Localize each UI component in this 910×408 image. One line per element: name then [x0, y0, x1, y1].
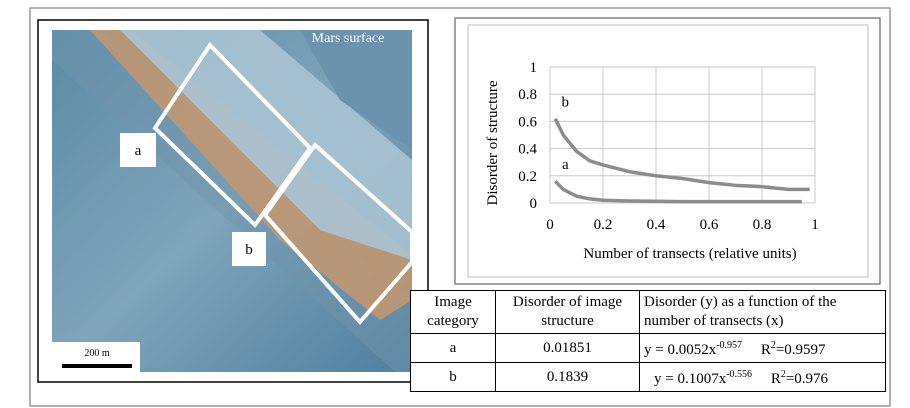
equation: y = 0.1007x [654, 371, 726, 387]
disorder-cell: 0.01851 [496, 334, 640, 363]
x-axis-label: Number of transects (relative units) [583, 246, 796, 262]
results-table: Image category Disorder of image structu… [410, 290, 886, 392]
equation-cell: y = 0.1007x-0.556 R2=0.976 [640, 363, 886, 392]
x-tick-label: 1 [811, 217, 819, 233]
mars-image [48, 30, 412, 372]
category-cell: a [411, 334, 496, 363]
x-tick-label: 0.6 [700, 217, 719, 233]
header-cell: Disorder of image structure [496, 291, 640, 334]
x-tick-label: 0 [546, 217, 554, 233]
y-tick-label: 0.8 [518, 87, 537, 103]
image-caption: Mars surface [312, 31, 385, 46]
plot: 0 0.2 0.4 0.6 0.8 1 0 0.2 0.4 0.6 0.8 1 b a [518, 60, 819, 233]
scale-label: 200 m [84, 348, 110, 359]
x-tick-label: 0.8 [753, 217, 772, 233]
r2-value: =0.976 [786, 371, 828, 387]
header-cell: Image category [411, 291, 496, 334]
header-cell: Disorder (y) as a function of the number… [640, 291, 886, 334]
region-label: b [245, 242, 253, 258]
page: Mars surface a b 200 m Disorder of struc… [0, 0, 910, 408]
series-line [555, 119, 809, 190]
r2: R [761, 342, 771, 358]
y-tick-label: 0 [530, 196, 538, 212]
category-cell: b [411, 363, 496, 392]
x-tick-label: 0.4 [647, 217, 666, 233]
disorder-cell: 0.1839 [496, 363, 640, 392]
r2-value: =0.9597 [776, 342, 826, 358]
y-tick-label: 0.4 [518, 142, 537, 158]
series-label: a [562, 157, 569, 173]
series-line [555, 181, 801, 201]
x-tick-label: 0.2 [594, 217, 613, 233]
y-tick-label: 0.2 [518, 169, 537, 185]
y-tick-label: 1 [530, 60, 538, 76]
r2: R [771, 371, 781, 387]
region-label: a [135, 143, 142, 159]
exponent: -0.556 [726, 369, 752, 380]
exponent: -0.957 [716, 340, 742, 351]
y-tick-label: 0.6 [518, 114, 537, 130]
series-label: b [562, 95, 570, 111]
equation: y = 0.0052x [644, 342, 716, 358]
equation-cell: y = 0.0052x-0.957 R2=0.9597 [640, 334, 886, 363]
y-axis-label: Disorder of structure [485, 80, 501, 205]
